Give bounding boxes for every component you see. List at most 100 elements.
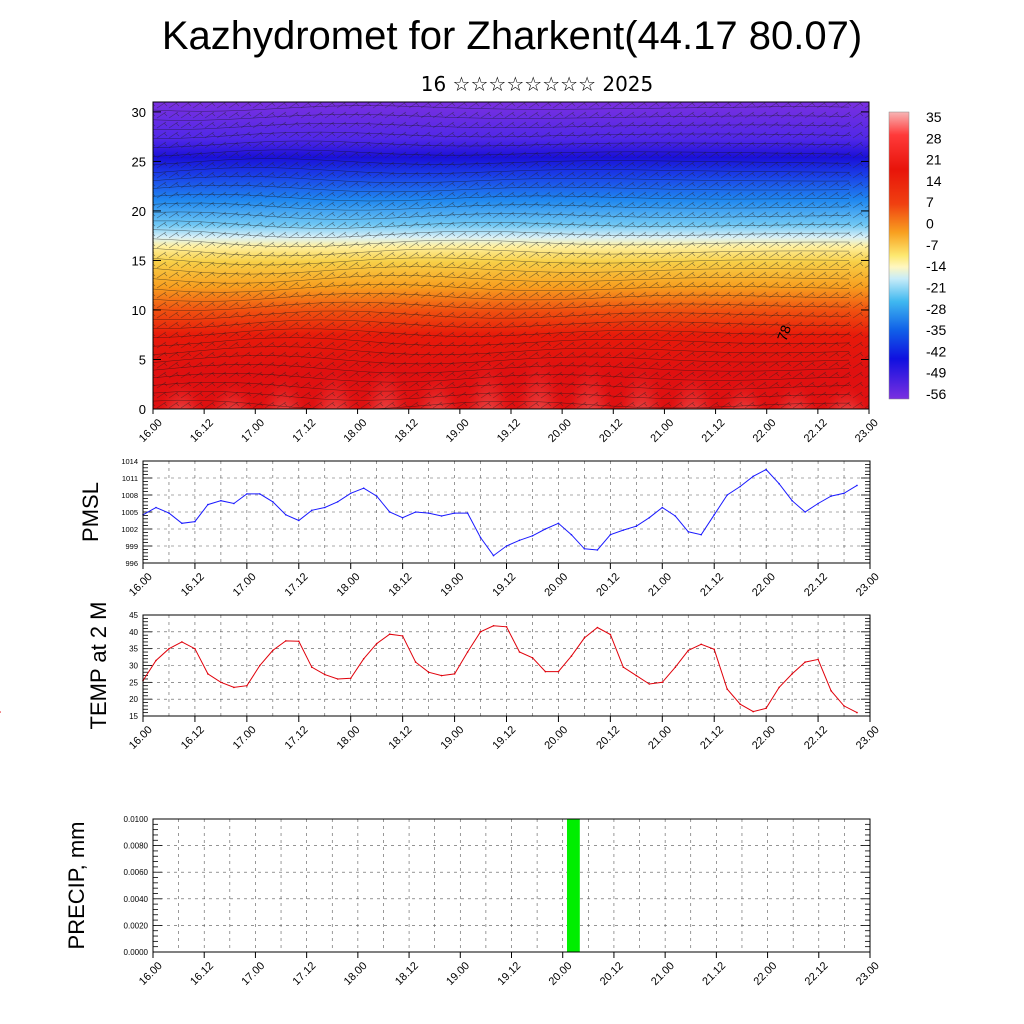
data-point	[233, 686, 235, 689]
data-point	[220, 681, 222, 684]
colorbar-label: -56	[926, 386, 946, 402]
data-point	[531, 657, 534, 659]
data-point	[311, 509, 313, 512]
contour-line	[153, 193, 850, 202]
data-point	[765, 468, 767, 471]
x-tick-label: 16.00	[137, 417, 165, 445]
data-point	[622, 529, 625, 531]
x-tick-label: 21.12	[699, 417, 727, 445]
y-tick-label: 0.0020	[124, 921, 149, 930]
contour-line	[153, 364, 850, 374]
y-tick-label: 1005	[121, 508, 138, 517]
x-tick-label: 22.12	[802, 571, 830, 599]
contour-line	[153, 158, 850, 165]
data-point	[739, 703, 741, 705]
data-point	[765, 707, 767, 710]
data-point	[700, 643, 702, 646]
y-tick-label: 0.0040	[124, 895, 149, 904]
data-point	[674, 666, 677, 668]
data-point	[752, 710, 754, 713]
x-tick-label: 21.00	[646, 571, 674, 599]
data-point	[466, 512, 469, 514]
data-point	[843, 705, 845, 707]
x-tick-label: 21.12	[700, 960, 728, 988]
data-point	[349, 492, 352, 495]
colorbar-gradient	[888, 111, 910, 400]
data-point	[791, 499, 793, 502]
data-point	[804, 661, 806, 663]
contour-line	[153, 238, 849, 248]
contour-line	[153, 229, 850, 238]
data-point	[285, 514, 287, 516]
x-tick-label: 20.00	[542, 571, 570, 599]
data-point	[453, 673, 456, 675]
contour-line	[153, 284, 850, 293]
data-point	[453, 512, 456, 514]
x-tick-label: 22.12	[803, 960, 831, 988]
contour-line	[153, 355, 850, 365]
colorbar-label: 7	[926, 194, 934, 210]
contour-line	[153, 382, 850, 392]
chart-title: Kazhydromet for Zharkent(44.17 80.07)	[161, 14, 863, 58]
colorbar-label: 0	[926, 216, 934, 232]
data-point	[194, 647, 196, 650]
data-point	[479, 631, 482, 633]
x-tick-label: 20.00	[547, 960, 575, 988]
data-point	[362, 487, 365, 490]
data-point	[570, 533, 573, 536]
y-tick-label: 0	[139, 402, 146, 417]
data-point	[609, 533, 612, 536]
data-point	[311, 666, 313, 668]
x-tick-label: 20.00	[542, 724, 570, 752]
contour-line	[153, 220, 850, 229]
x-tick-label: 16.00	[137, 960, 165, 988]
series-line	[142, 468, 858, 557]
data-point	[583, 548, 586, 550]
x-tick-label: 20.12	[597, 417, 625, 445]
contour-annotation: 78	[774, 323, 794, 343]
y-tick-label: 1014	[121, 457, 138, 466]
data-point	[298, 519, 300, 522]
data-point	[246, 493, 248, 495]
data-point	[596, 626, 599, 629]
x-tick-label: 19.12	[490, 724, 518, 752]
colorbar-label: -35	[926, 322, 946, 338]
data-point	[856, 484, 858, 487]
colorbar-label: -28	[926, 301, 946, 317]
data-point	[791, 673, 793, 675]
data-point	[414, 511, 417, 513]
contour-line	[153, 373, 850, 383]
data-point	[830, 495, 832, 497]
y-tick-label: 0.0080	[124, 842, 149, 851]
x-tick-label: 20.00	[546, 417, 574, 445]
data-point	[778, 686, 780, 689]
y-tick-label: 20	[132, 204, 146, 219]
y-tick-label: 10	[132, 303, 146, 318]
contour-line	[153, 105, 850, 112]
data-point	[570, 655, 573, 657]
data-point	[414, 661, 417, 663]
y-tick-label: 25	[129, 678, 138, 687]
data-point	[804, 511, 806, 513]
x-tick-label: 23.00	[854, 960, 882, 988]
data-point	[168, 647, 170, 650]
data-point	[713, 648, 715, 651]
x-tick-label: 19.00	[444, 417, 472, 445]
data-point	[440, 515, 443, 517]
x-tick-label: 21.00	[646, 724, 674, 752]
y-tick-label: 25	[132, 154, 146, 169]
contour-line	[153, 399, 850, 409]
data-point	[362, 658, 365, 660]
contour-line	[153, 301, 850, 311]
data-point	[531, 535, 534, 537]
contour-line	[153, 337, 850, 347]
x-tick-label: 19.12	[490, 571, 518, 599]
contour-line	[153, 275, 850, 284]
x-tick-label: 17.12	[283, 724, 311, 752]
heatmap-y-axis: 0 5 10 15 20 25 30	[132, 105, 869, 417]
contour-line	[153, 140, 850, 149]
x-tick-label: 18.12	[387, 724, 415, 752]
colorbar-label: -49	[926, 365, 946, 381]
data-point	[207, 673, 209, 675]
x-tick-label: 22.00	[750, 571, 778, 599]
